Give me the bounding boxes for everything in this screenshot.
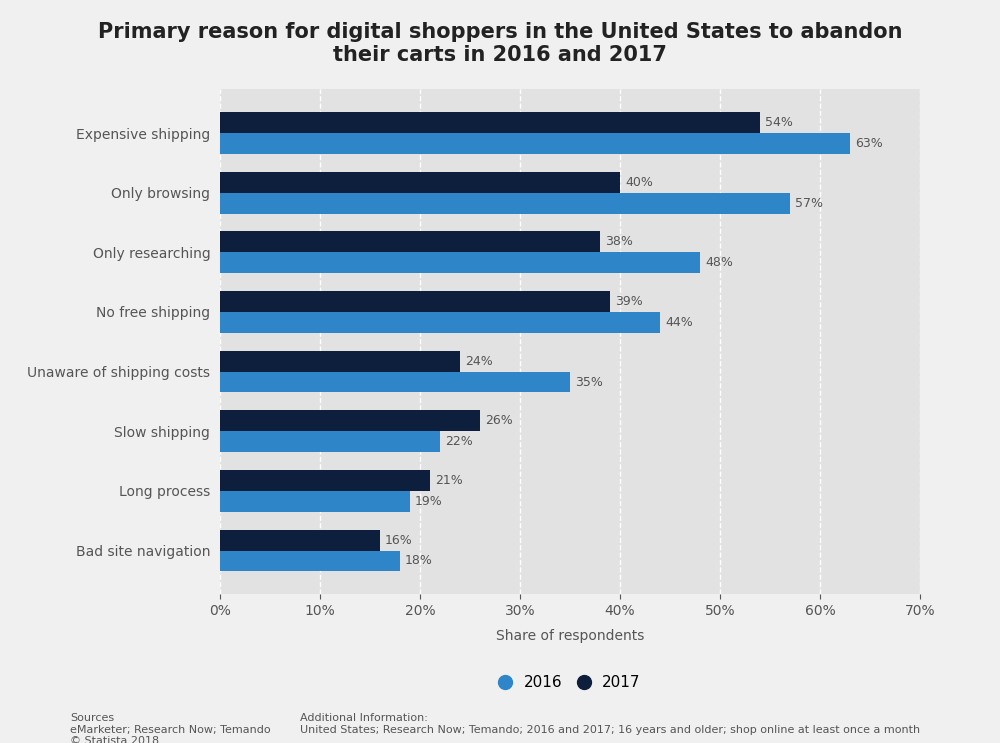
Text: 39%: 39% bbox=[615, 295, 643, 308]
Text: 16%: 16% bbox=[385, 533, 413, 547]
Bar bbox=[220, 192, 790, 213]
Text: Additional Information:
United States; Research Now; Temando; 2016 and 2017; 16 : Additional Information: United States; R… bbox=[300, 713, 920, 735]
Bar bbox=[220, 312, 660, 333]
Text: 63%: 63% bbox=[855, 137, 883, 150]
Text: 19%: 19% bbox=[415, 495, 443, 508]
Bar bbox=[220, 551, 400, 571]
Text: 40%: 40% bbox=[625, 175, 653, 189]
Text: 24%: 24% bbox=[465, 354, 493, 368]
Bar bbox=[220, 410, 480, 431]
Text: 22%: 22% bbox=[445, 435, 473, 448]
Text: 35%: 35% bbox=[575, 375, 603, 389]
Text: 21%: 21% bbox=[435, 474, 463, 487]
Legend: 2016, 2017: 2016, 2017 bbox=[492, 668, 648, 698]
Text: 38%: 38% bbox=[605, 236, 633, 248]
Text: 54%: 54% bbox=[765, 116, 793, 129]
Bar bbox=[220, 172, 620, 192]
X-axis label: Share of respondents: Share of respondents bbox=[496, 629, 644, 643]
Text: 48%: 48% bbox=[705, 256, 733, 269]
Text: 26%: 26% bbox=[485, 415, 513, 427]
Bar bbox=[220, 491, 410, 512]
Text: 44%: 44% bbox=[665, 316, 693, 329]
Bar bbox=[220, 253, 700, 273]
Bar bbox=[220, 530, 380, 551]
Bar bbox=[220, 431, 440, 452]
Bar bbox=[220, 372, 570, 392]
Bar bbox=[220, 351, 460, 372]
Bar bbox=[220, 112, 760, 133]
Bar bbox=[220, 470, 430, 491]
Bar bbox=[220, 133, 850, 154]
Bar bbox=[220, 291, 610, 312]
Text: Primary reason for digital shoppers in the United States to abandon
their carts : Primary reason for digital shoppers in t… bbox=[98, 22, 902, 65]
Text: Sources
eMarketer; Research Now; Temando
© Statista 2018: Sources eMarketer; Research Now; Temando… bbox=[70, 713, 271, 743]
Text: 18%: 18% bbox=[405, 554, 433, 568]
Text: 57%: 57% bbox=[795, 197, 823, 210]
Bar bbox=[220, 231, 600, 253]
